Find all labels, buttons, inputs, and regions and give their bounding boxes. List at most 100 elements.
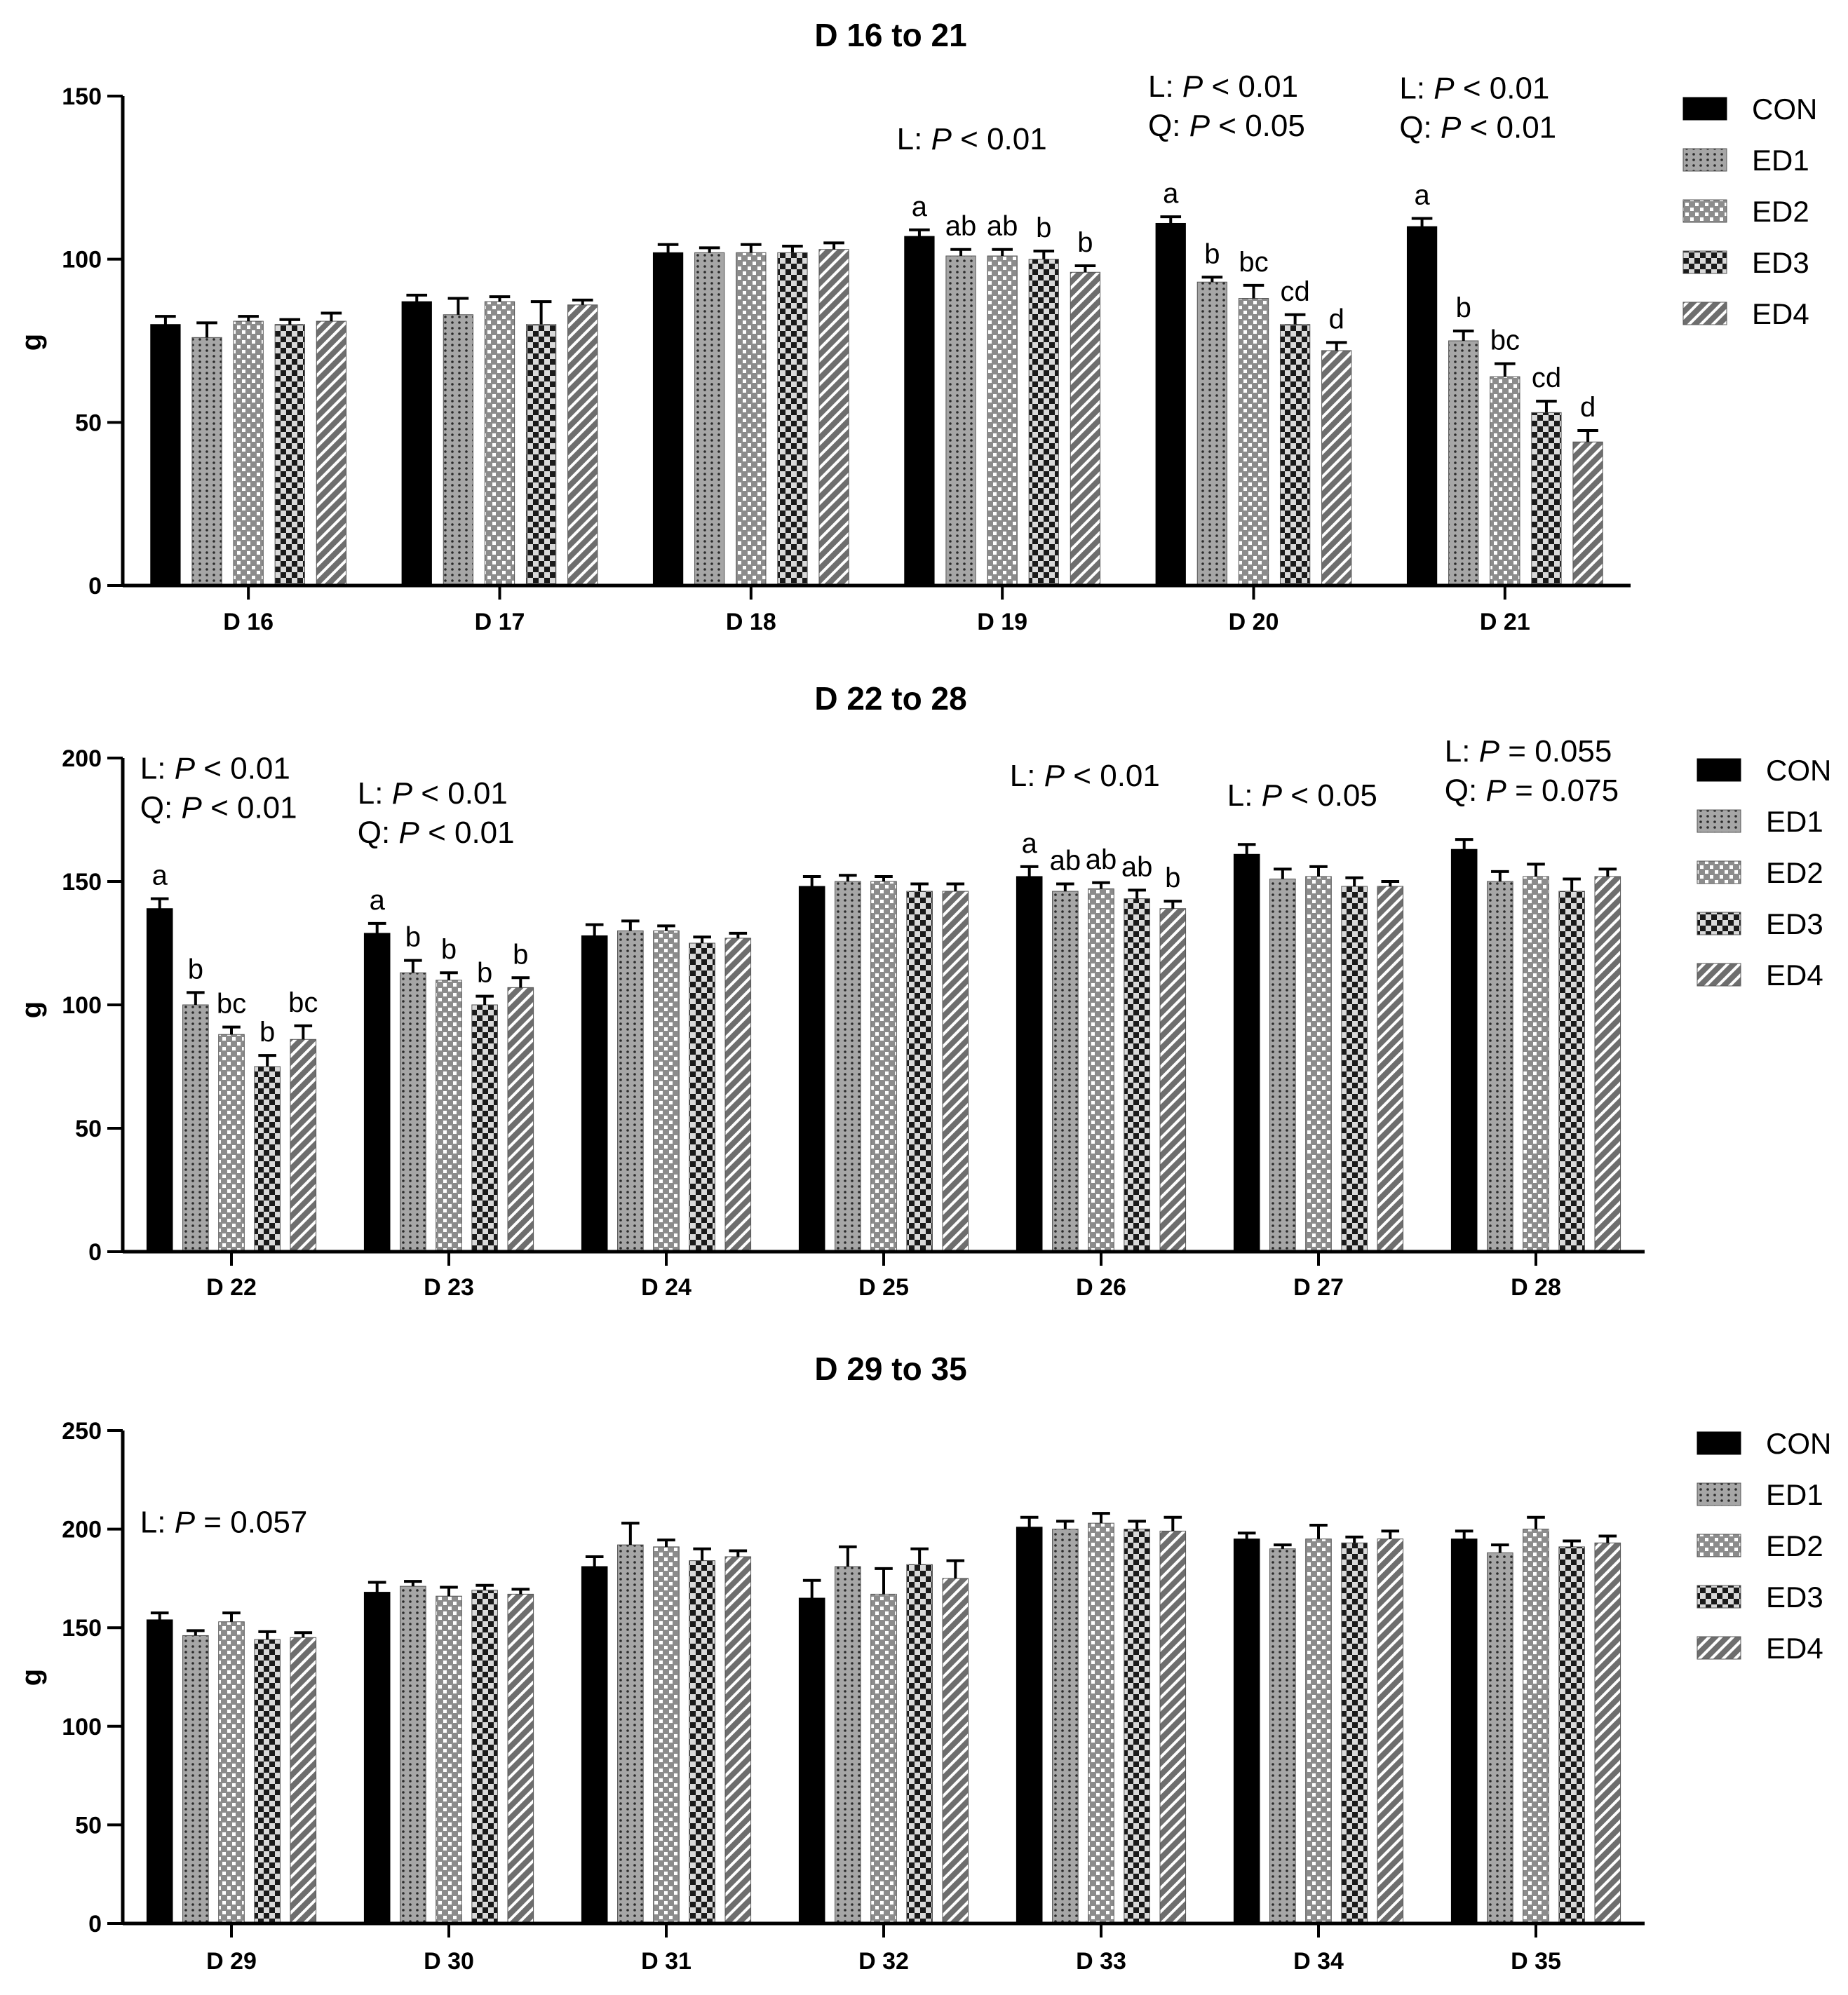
bar-ed3-d33 [1124, 1529, 1150, 1924]
legend-swatch-ed3 [1697, 912, 1741, 935]
bar-ed2-d26 [1088, 888, 1114, 1252]
bar-con-d20 [1155, 222, 1186, 586]
bar-ed1-d26 [1052, 891, 1079, 1252]
bar-con-d31 [581, 1566, 608, 1924]
bar-ed2-d35 [1523, 1529, 1549, 1924]
x-tick-label: D 27 [1293, 1274, 1344, 1301]
bar-con-d19 [904, 236, 935, 586]
legend-label-ed3: ED3 [1766, 907, 1823, 940]
bar-ed4-d17 [567, 304, 598, 586]
bar-con-d24 [581, 935, 608, 1252]
bar-ed4-d22 [290, 1039, 317, 1252]
bar-con-d34 [1233, 1538, 1260, 1924]
bar-ed4-d29 [290, 1637, 317, 1924]
bar-ed2-d24 [653, 930, 680, 1252]
legend-label-ed4: ED4 [1766, 959, 1823, 992]
legend-label-ed1: ED1 [1766, 805, 1823, 838]
bar-ed4-d27 [1377, 886, 1404, 1252]
bar-ed2-d25 [870, 881, 897, 1252]
significance-letter: bc [1490, 325, 1520, 356]
legend-swatch-ed4 [1697, 963, 1741, 987]
bar-ed3-d31 [689, 1560, 715, 1924]
stat-annotation: L: P = 0.057 [140, 1506, 308, 1540]
x-tick-label: D 16 [223, 609, 274, 635]
legend-label-ed2: ED2 [1766, 856, 1823, 889]
bar-ed3-d34 [1341, 1542, 1368, 1924]
legend-label-ed4: ED4 [1752, 297, 1809, 330]
significance-letter: a [1163, 178, 1179, 209]
y-tick-label: 0 [88, 1239, 102, 1266]
bar-ed4-d23 [507, 987, 534, 1252]
bar-ed2-d19 [987, 255, 1018, 586]
legend-swatch-con [1697, 1431, 1741, 1455]
bar-ed3-d20 [1279, 324, 1311, 586]
significance-letter: cd [1281, 276, 1310, 307]
bar-ed2-d29 [218, 1621, 245, 1924]
bar-con-d21 [1406, 226, 1438, 586]
bar-ed1-d19 [945, 255, 976, 586]
bar-ed1-d25 [835, 881, 861, 1252]
bar-ed2-d18 [736, 252, 767, 586]
bar-con-d17 [401, 301, 432, 586]
bar-ed1-d24 [617, 930, 644, 1252]
stat-annotation: L: P < 0.05 [1227, 778, 1377, 813]
legend-swatch-ed2 [1697, 1534, 1741, 1557]
legend-swatch-con [1682, 97, 1727, 121]
legend-label-ed2: ED2 [1766, 1529, 1823, 1562]
bar-con-d26 [1016, 876, 1043, 1252]
x-tick-label: D 25 [858, 1274, 909, 1301]
panel-3-y-label: g [16, 1669, 47, 1686]
panel-1-title: D 16 to 21 [814, 17, 966, 53]
x-tick-label: D 21 [1480, 609, 1530, 635]
legend-label-ed4: ED4 [1766, 1632, 1823, 1665]
y-tick-label: 50 [75, 410, 102, 436]
y-tick-label: 0 [88, 573, 102, 600]
x-tick-label: D 19 [977, 609, 1027, 635]
legend-label-ed1: ED1 [1766, 1478, 1823, 1511]
bar-ed3-d16 [274, 324, 305, 586]
significance-letter: a [1022, 828, 1038, 859]
stat-annotation: Q: P < 0.05 [1148, 109, 1305, 143]
x-tick-label: D 31 [641, 1948, 692, 1975]
bar-con-d35 [1450, 1538, 1478, 1924]
bar-ed1-d16 [191, 337, 222, 586]
y-tick-label: 100 [62, 247, 102, 273]
bar-ed4-d16 [316, 320, 347, 586]
significance-letter: bc [217, 989, 246, 1020]
panel-3-title: D 29 to 35 [814, 1351, 966, 1387]
bar-con-d29 [146, 1619, 173, 1924]
bar-con-d22 [146, 908, 173, 1252]
legend-swatch-ed4 [1697, 1636, 1741, 1660]
x-tick-label: D 30 [424, 1948, 474, 1975]
bar-ed4-d19 [1070, 271, 1101, 586]
bar-ed2-d22 [218, 1034, 245, 1252]
significance-letter: bc [288, 987, 318, 1018]
legend-label-ed3: ED3 [1766, 1581, 1823, 1614]
stat-annotation: L: P < 0.01 [358, 776, 508, 811]
bar-con-d25 [798, 886, 825, 1252]
bar-ed3-d26 [1124, 898, 1150, 1252]
legend-swatch-ed2 [1697, 860, 1741, 884]
significance-letter: a [152, 860, 168, 891]
bar-ed2-d32 [870, 1593, 897, 1924]
stat-annotation: L: P < 0.01 [1399, 72, 1549, 106]
legend-label-ed1: ED1 [1752, 144, 1809, 177]
legend-swatch-ed3 [1697, 1585, 1741, 1609]
bar-ed1-d34 [1269, 1548, 1296, 1924]
stat-annotation: Q: P < 0.01 [1399, 111, 1556, 145]
significance-letter: b [188, 954, 203, 985]
y-tick-label: 100 [62, 1714, 102, 1740]
y-tick-label: 50 [75, 1116, 102, 1142]
significance-letter: a [912, 191, 928, 222]
bar-ed4-d21 [1572, 441, 1603, 586]
legend-swatch-con [1697, 758, 1741, 782]
x-tick-label: D 33 [1076, 1948, 1126, 1975]
panel-3-plot: 0 50 100 150 200 250 D 29 D 30 D 31 D 32 D 33 D 34 D… [62, 1418, 1645, 1975]
bar-ed3-d24 [689, 942, 715, 1252]
significance-letter: b [513, 939, 528, 970]
significance-letter: a [1414, 180, 1430, 211]
stat-annotation: L: P = 0.055 [1445, 734, 1612, 769]
legend-label-ed3: ED3 [1752, 246, 1809, 279]
